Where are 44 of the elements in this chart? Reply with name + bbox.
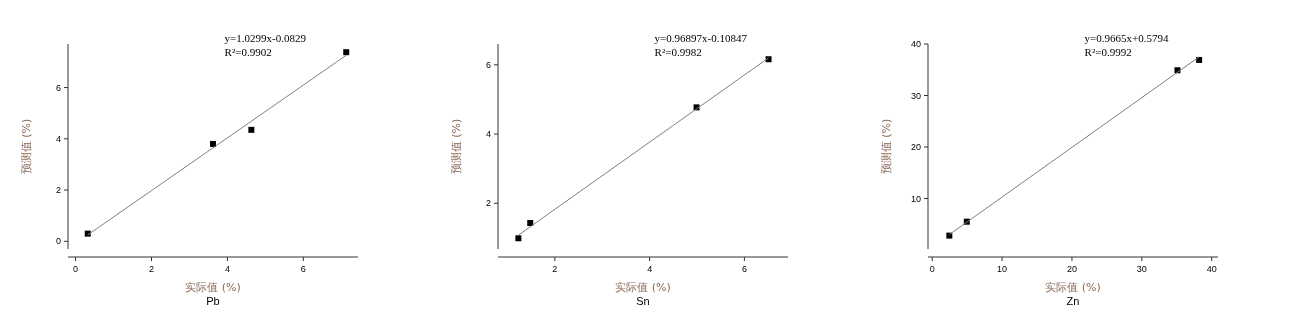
y-tick-label: 2: [485, 198, 491, 209]
point: [343, 49, 350, 56]
point: [515, 235, 522, 242]
text: y=0.96897x-0.10847: [654, 32, 748, 44]
x-axis-title: 实际值 (%): [1045, 281, 1101, 294]
x-tick-label: 2: [149, 264, 155, 274]
annotation: y=1.0299x-0.0829: [224, 32, 307, 44]
x-tick-label: 40: [1206, 264, 1217, 274]
y-tick-label: 4: [55, 133, 61, 144]
point: [765, 56, 772, 63]
text: Pb: [206, 295, 220, 307]
x-tick-label: 30: [1136, 264, 1147, 274]
x-tick-label: 6: [300, 264, 306, 274]
y-axis-title: 预测值 (%): [880, 118, 893, 175]
y-tick-label: 10: [910, 193, 921, 204]
y-tick-label: 30: [910, 90, 921, 101]
x-tick-label: 4: [647, 264, 653, 274]
annotation: R²=0.9992: [1084, 46, 1132, 58]
x-tick-label: 20: [1066, 264, 1077, 274]
x-tick-label: 6: [741, 264, 747, 274]
text: y=0.9665x+0.5794: [1084, 32, 1170, 44]
x-tick-label: 0: [73, 264, 79, 274]
y-tick-label: 4: [485, 129, 491, 140]
y-tick-label: 6: [55, 82, 61, 93]
y-tick-label: 2: [55, 185, 61, 196]
y-tick-label: 40: [910, 39, 921, 50]
annotation: R²=0.9902: [224, 46, 272, 58]
text: Zn: [1066, 295, 1080, 307]
point: [527, 220, 534, 227]
x-tick-label: 10: [997, 264, 1008, 274]
point: [248, 126, 255, 133]
annotation: R²=0.9982: [654, 46, 702, 58]
point: [210, 140, 216, 147]
x-axis-title: 实际值 (%): [185, 281, 241, 294]
x-axis-title: 实际值 (%): [615, 281, 671, 294]
text: Sn: [636, 295, 650, 307]
y-tick-label: 6: [485, 59, 491, 70]
x-tick-label: 0: [929, 264, 935, 274]
y-tick-label: 0: [55, 236, 61, 247]
y-tick-label: 20: [910, 142, 921, 153]
y-axis-title: 预测值 (%): [450, 118, 463, 175]
x-tick-label: 4: [224, 264, 230, 274]
x-tick-label: 2: [552, 264, 558, 274]
y-axis-title: 预测值 (%): [20, 118, 33, 175]
